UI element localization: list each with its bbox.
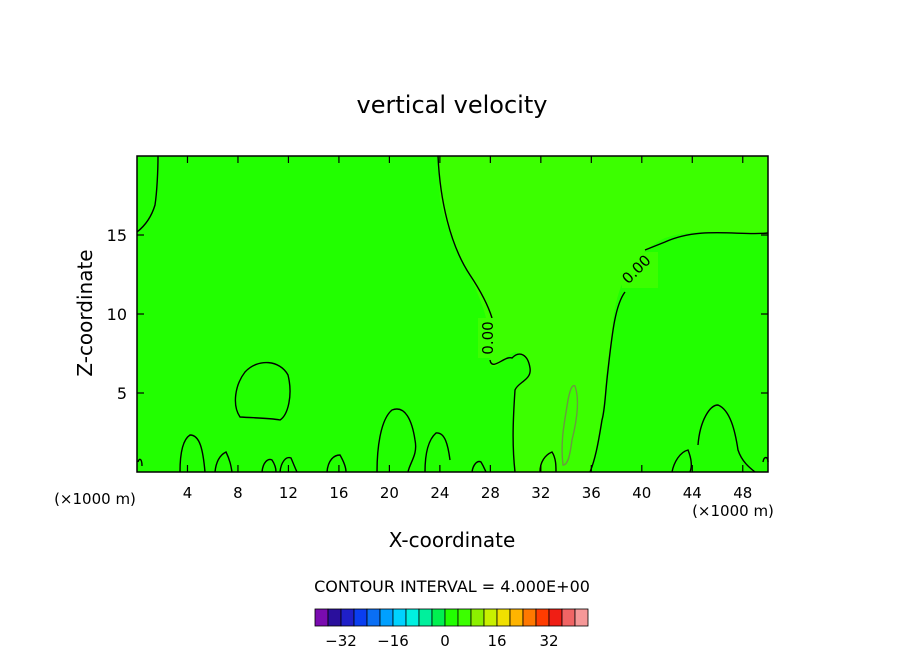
contour-line	[489, 353, 531, 473]
contour-label-bg	[478, 318, 496, 358]
x-unit-left: (×1000 m)	[54, 490, 136, 508]
x-tick-label: 20	[380, 484, 399, 502]
contour-line	[136, 155, 159, 233]
colorbar-swatch	[548, 608, 563, 627]
contour-line	[671, 449, 693, 473]
colorbar-tick-label: 0	[440, 632, 450, 650]
positive-velocity-region	[438, 156, 768, 472]
colorbar-swatch	[561, 608, 576, 627]
contour-line	[437, 155, 493, 319]
x-tick-label: 40	[632, 484, 651, 502]
contour-interval-text: CONTOUR INTERVAL = 4.000E+00	[314, 577, 590, 596]
x-tick-label: 12	[279, 484, 298, 502]
colorbar-swatch	[418, 608, 433, 627]
x-tick-label: 16	[329, 484, 348, 502]
colorbar-swatch	[496, 608, 511, 627]
colorbar-swatch	[470, 608, 485, 627]
colorbar-swatch	[379, 608, 394, 627]
x-unit-right: (×1000 m)	[692, 502, 774, 520]
colorbar-tick-label: −32	[325, 632, 357, 650]
contour-line	[697, 404, 756, 473]
x-tick-label: 4	[183, 484, 193, 502]
contour-line	[424, 432, 451, 473]
x-tick-label: 36	[582, 484, 601, 502]
colorbar-swatch	[574, 608, 589, 627]
colorbar-swatch	[483, 608, 498, 627]
contour-line	[279, 456, 298, 473]
x-axis-label: X-coordinate	[389, 528, 516, 552]
contour-label: 0.00	[479, 321, 497, 354]
colorbar-swatch	[444, 608, 459, 627]
y-tick-label: 5	[117, 384, 127, 403]
colorbar-tick-label: 32	[539, 632, 558, 650]
colorbar-swatch	[340, 608, 355, 627]
chart-title: vertical velocity	[357, 91, 548, 119]
zero-contours	[136, 155, 769, 473]
colorbar-swatch	[522, 608, 537, 627]
y-tick-label: 15	[107, 226, 127, 245]
contour-line	[326, 454, 347, 473]
contour-line	[644, 231, 769, 251]
colorbar	[314, 608, 589, 627]
contour-line	[234, 361, 291, 421]
colorbar-swatch	[366, 608, 381, 627]
x-tick-label: 44	[683, 484, 702, 502]
colorbar-swatch	[353, 608, 368, 627]
contour-line	[561, 384, 579, 466]
contour-line	[179, 434, 206, 473]
colorbar-tick-label: −16	[377, 632, 409, 650]
contour-line	[261, 458, 277, 473]
y-axis-ticks: 5 10 15	[107, 226, 768, 403]
contour-label-bg	[622, 252, 658, 288]
colorbar-swatch	[509, 608, 524, 627]
y-axis-label: Z-coordinate	[73, 249, 97, 376]
contour-line	[376, 408, 417, 473]
contour-line	[471, 460, 487, 473]
colorbar-swatch	[431, 608, 446, 627]
x-axis-ticks: 4 8 12 16 20 24 28 32 36 40 44 48	[183, 156, 752, 502]
colorbar-tick-label: 16	[487, 632, 506, 650]
x-tick-label: 28	[481, 484, 500, 502]
x-tick-label: 32	[531, 484, 550, 502]
colorbar-swatch	[392, 608, 407, 627]
colorbar-tick-labels: −32 −16 0 16 32	[325, 632, 558, 650]
x-tick-label: 48	[733, 484, 752, 502]
contour-line	[137, 458, 143, 467]
colorbar-swatch	[327, 608, 342, 627]
colorbar-swatch	[535, 608, 550, 627]
y-tick-label: 10	[107, 305, 127, 324]
x-tick-label: 8	[233, 484, 243, 502]
colorbar-swatch	[457, 608, 472, 627]
contour-line	[589, 291, 626, 473]
colorbar-swatch	[405, 608, 420, 627]
contour-line	[539, 451, 557, 473]
contour-line	[214, 451, 233, 473]
x-tick-label: 24	[430, 484, 449, 502]
colorbar-swatch	[314, 608, 329, 627]
